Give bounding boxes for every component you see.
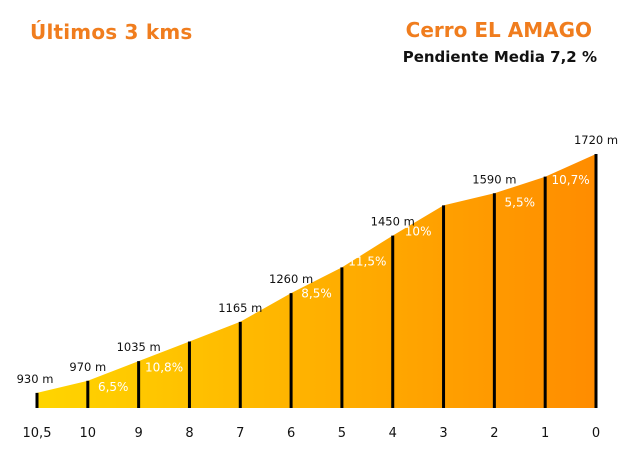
segment-gradient-label: 10% bbox=[405, 224, 432, 238]
x-tick-label: 5 bbox=[338, 426, 346, 441]
segment-gradient-label: 10,7% bbox=[552, 173, 590, 187]
x-tick-label: 1 bbox=[541, 426, 549, 441]
x-tick-label: 9 bbox=[134, 426, 142, 441]
x-tick-label: 6 bbox=[287, 426, 295, 441]
altitude-label: 1720 m bbox=[574, 133, 618, 147]
x-tick-label: 0 bbox=[592, 426, 600, 441]
x-tick-label: 10,5 bbox=[23, 426, 52, 441]
altitude-label: 1035 m bbox=[117, 340, 161, 354]
altitude-label: 1450 m bbox=[371, 215, 415, 229]
segment-gradient-label: 11,5% bbox=[348, 255, 386, 269]
segment-gradient-label: 10,8% bbox=[145, 360, 183, 374]
elevation-area bbox=[37, 154, 596, 408]
altitude-label: 970 m bbox=[69, 360, 106, 374]
x-tick-label: 4 bbox=[389, 426, 397, 441]
x-tick-label: 2 bbox=[490, 426, 498, 441]
average-gradient: Pendiente Media 7,2 % bbox=[402, 48, 597, 66]
segment-gradient-label: 6,5% bbox=[98, 380, 129, 394]
segment-gradient-label: 8,5% bbox=[301, 286, 332, 300]
x-tick-label: 7 bbox=[236, 426, 244, 441]
x-tick-label: 3 bbox=[439, 426, 447, 441]
profile-subtitle: Últimos 3 kms bbox=[30, 20, 193, 44]
segment-gradient-label: 5,5% bbox=[505, 196, 536, 210]
x-tick-label: 8 bbox=[185, 426, 193, 441]
x-tick-label: 10 bbox=[80, 426, 97, 441]
climb-title: Cerro EL AMAGO bbox=[405, 18, 592, 42]
altitude-label: 1590 m bbox=[472, 172, 516, 186]
altitude-label: 1260 m bbox=[269, 272, 313, 286]
altitude-label: 1165 m bbox=[218, 301, 262, 315]
altitude-label: 930 m bbox=[17, 372, 54, 386]
